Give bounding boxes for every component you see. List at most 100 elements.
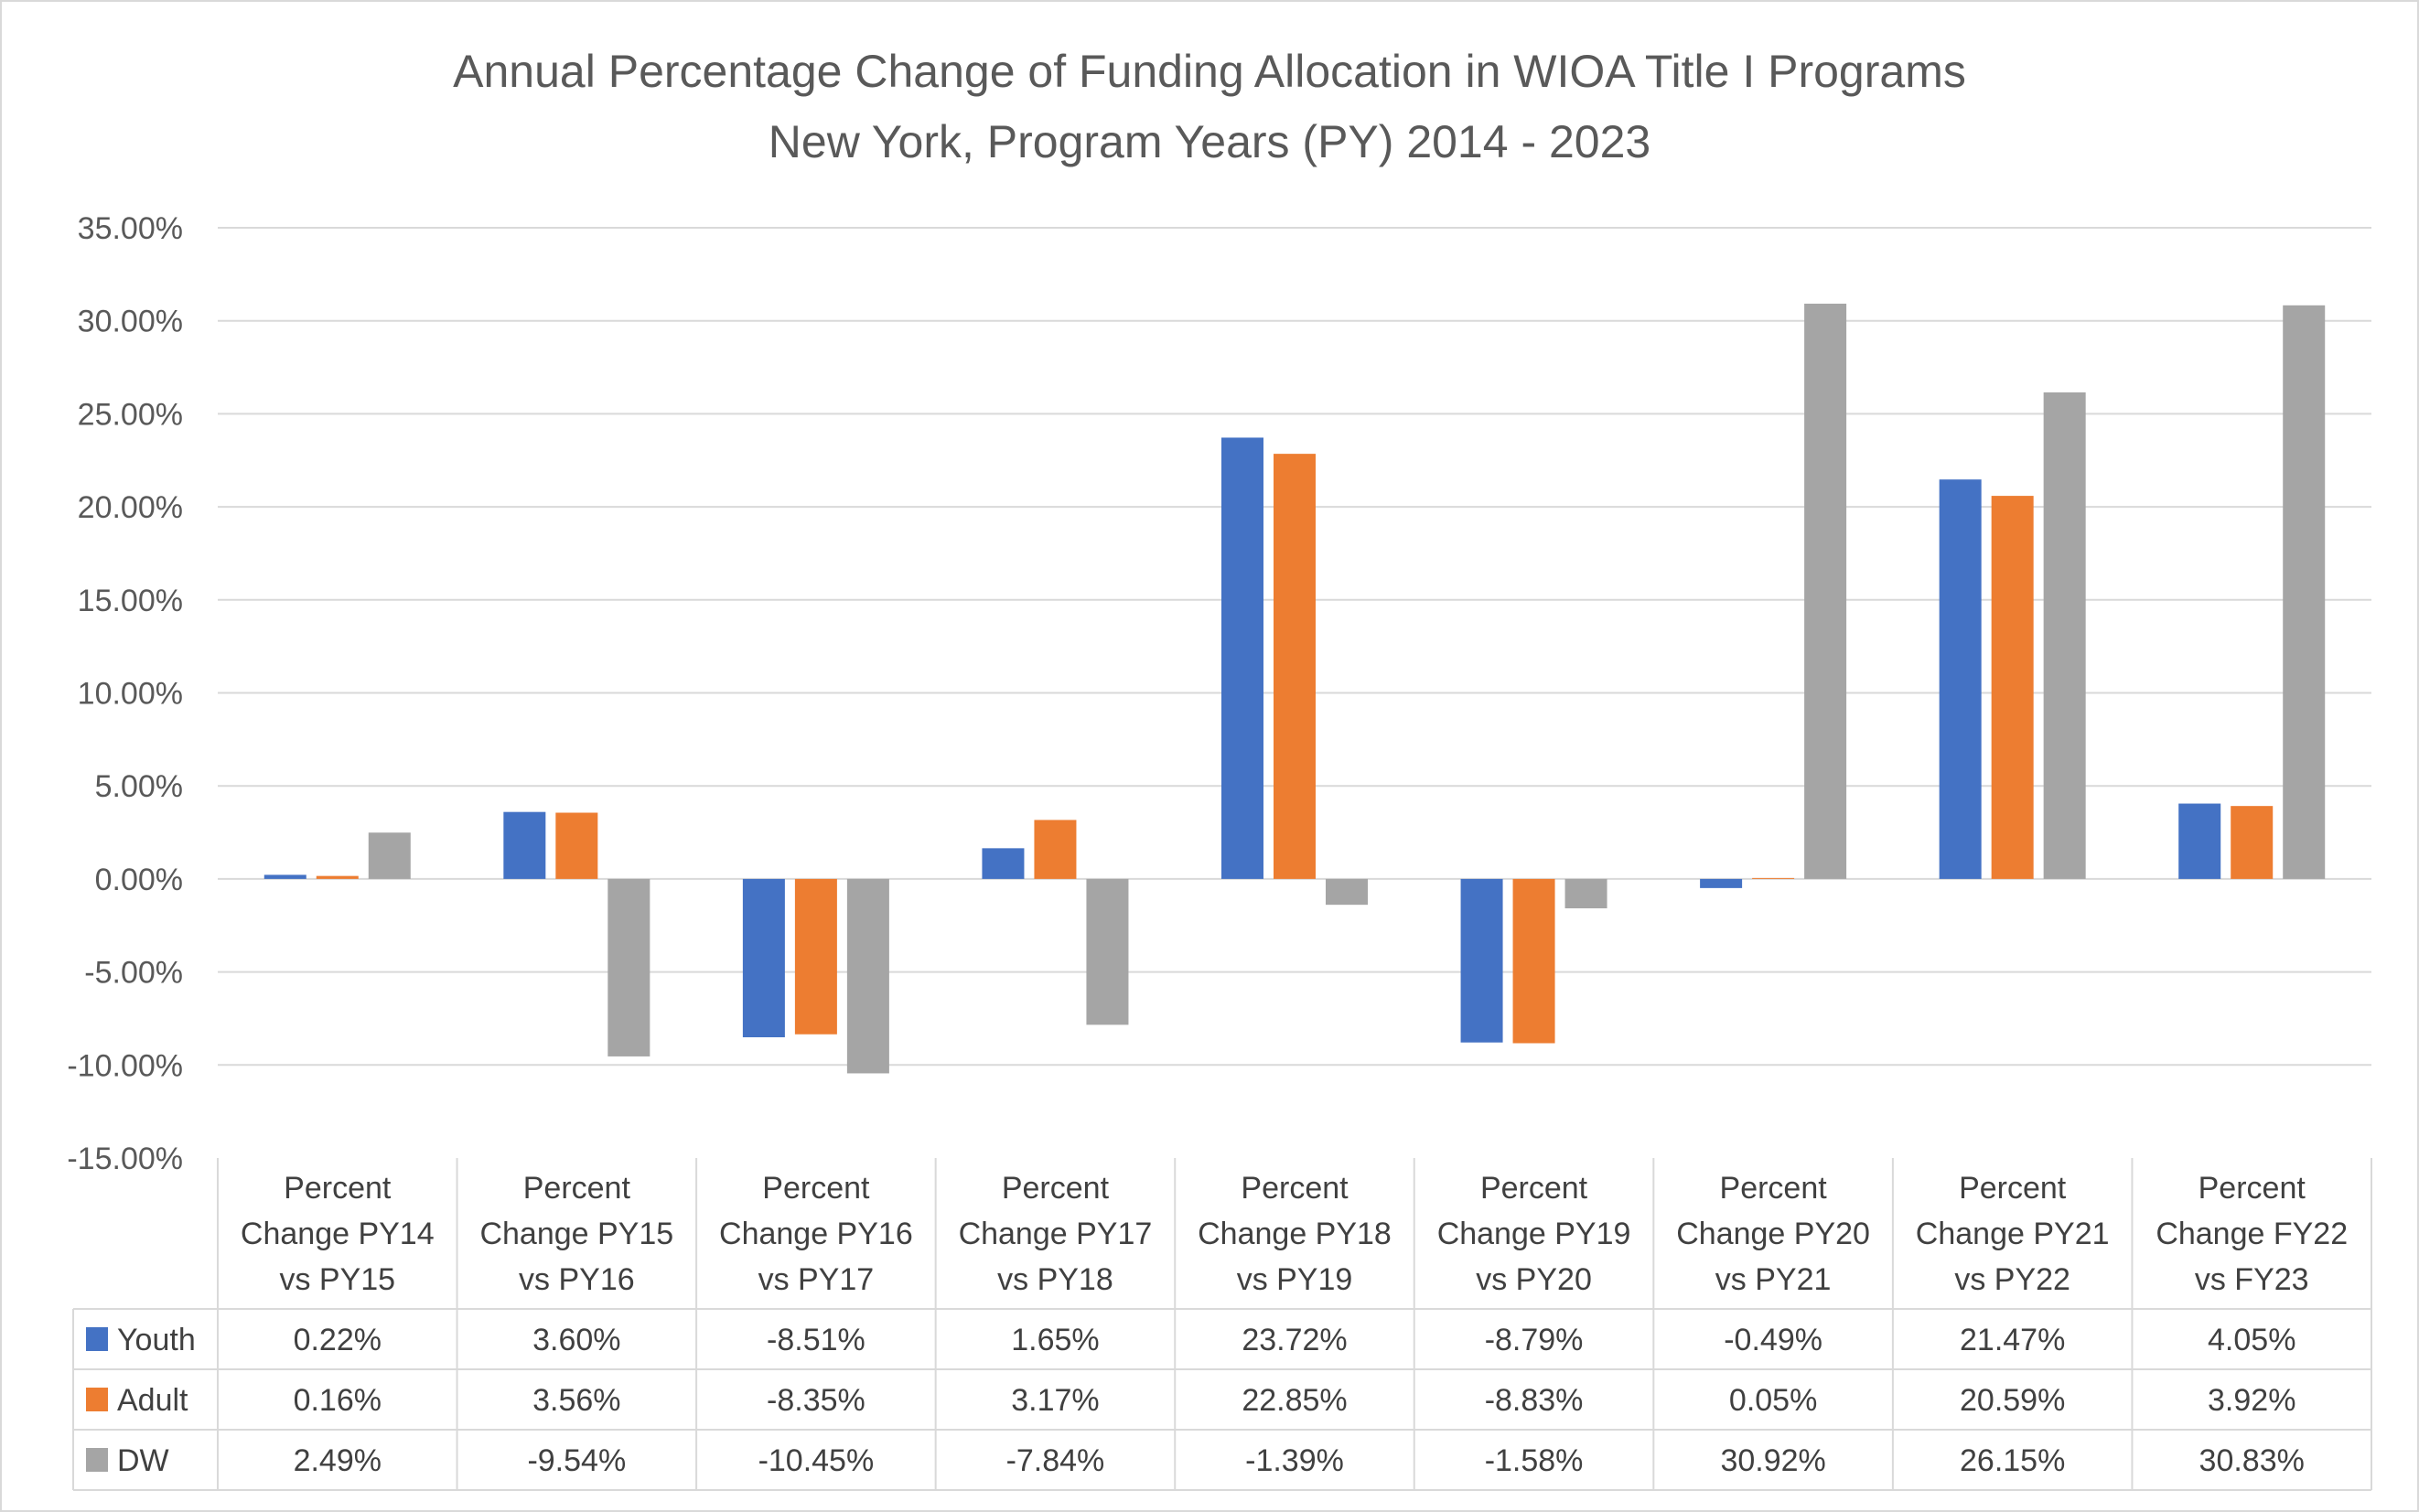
bar-dw	[846, 878, 889, 1074]
y-tick-label: 35.00%	[78, 211, 183, 246]
data-label: 22.85%	[1242, 1383, 1347, 1418]
data-label: 20.59%	[1960, 1383, 2065, 1418]
data-label: 3.92%	[2208, 1383, 2295, 1418]
bar-adult	[1752, 877, 1795, 879]
bar-adult	[794, 878, 837, 1035]
bar-dw	[1086, 878, 1129, 1025]
category-label: Change PY16	[719, 1217, 913, 1251]
legend-key-adult	[86, 1388, 108, 1411]
bar-youth	[1221, 437, 1263, 879]
category-label: vs PY21	[1715, 1262, 1832, 1297]
bar-adult	[1991, 496, 2034, 879]
bar-dw	[1564, 878, 1607, 909]
bars	[263, 303, 2326, 1074]
bar-dw	[2043, 392, 2086, 879]
bar-adult	[316, 875, 359, 879]
category-label: Change PY18	[1198, 1217, 1392, 1251]
legend-label-youth: Youth	[117, 1323, 196, 1357]
bar-youth	[742, 878, 785, 1037]
category-label: vs PY22	[1954, 1262, 2070, 1297]
data-label: 0.16%	[294, 1383, 382, 1418]
category-label: vs PY15	[279, 1262, 395, 1297]
data-label: 30.83%	[2199, 1443, 2305, 1478]
data-label: 23.72%	[1242, 1323, 1347, 1357]
data-table: Percent Change PY14 vs PY15 Percent Change P…	[72, 1158, 2372, 1491]
legend-label-adult: Adult	[117, 1383, 188, 1418]
bar-dw	[2283, 305, 2326, 879]
data-label: 26.15%	[1960, 1443, 2065, 1478]
y-tick-label: -5.00%	[84, 956, 183, 991]
bar-adult	[1512, 878, 1555, 1044]
data-label: -8.79%	[1485, 1323, 1584, 1357]
category-label: Change PY19	[1437, 1217, 1631, 1251]
data-label: -1.39%	[1245, 1443, 1344, 1478]
category-label: Percent	[1720, 1171, 1828, 1206]
y-tick-label: -10.00%	[67, 1048, 183, 1083]
legend-key-youth	[86, 1327, 108, 1351]
category-label: vs PY16	[519, 1262, 635, 1297]
category-label: Percent	[2199, 1171, 2306, 1206]
data-label: 21.47%	[1960, 1323, 2065, 1357]
bar-youth	[1939, 479, 1982, 879]
data-label: 4.05%	[2208, 1323, 2295, 1357]
y-tick-label: 0.00%	[95, 863, 183, 897]
bar-adult	[1034, 820, 1077, 879]
category-label: Change FY22	[2156, 1217, 2348, 1251]
data-label: 3.56%	[532, 1383, 620, 1418]
data-label: 1.65%	[1011, 1323, 1099, 1357]
category-label: vs PY19	[1237, 1262, 1353, 1297]
bar-youth	[503, 811, 546, 879]
bar-youth	[2178, 803, 2221, 879]
bar-youth	[1700, 878, 1743, 888]
bar-dw	[368, 832, 411, 879]
category-label: vs PY18	[997, 1262, 1113, 1297]
y-tick-label: -15.00%	[67, 1142, 183, 1176]
y-tick-label: 10.00%	[78, 677, 183, 712]
data-label: -10.45%	[758, 1443, 875, 1478]
category-label: Percent	[1241, 1171, 1349, 1206]
bar-adult	[1274, 454, 1316, 879]
data-label: -0.49%	[1724, 1323, 1822, 1357]
category-label: Change PY14	[241, 1217, 435, 1251]
category-label: vs FY23	[2195, 1262, 2309, 1297]
y-tick-label: 25.00%	[78, 397, 183, 432]
category-label: vs PY20	[1476, 1262, 1592, 1297]
category-label: Percent	[1002, 1171, 1110, 1206]
data-label: 3.17%	[1011, 1383, 1099, 1418]
data-label: -8.51%	[767, 1323, 865, 1357]
y-axis-ticks: 35.00% 30.00% 25.00% 20.00% 15.00% 10.00% 5.00…	[67, 211, 183, 1176]
data-label: -1.58%	[1485, 1443, 1584, 1478]
bar-dw	[1804, 303, 1847, 879]
category-label: Percent	[523, 1171, 631, 1206]
bar-adult	[2231, 806, 2274, 879]
chart-subtitle: New York, Program Years (PY) 2014 - 2023	[769, 116, 1650, 167]
category-label: Change PY17	[959, 1217, 1153, 1251]
data-label: 2.49%	[294, 1443, 382, 1478]
bar-dw	[607, 878, 650, 1056]
data-label: -7.84%	[1006, 1443, 1105, 1478]
legend-key-dw	[86, 1448, 108, 1472]
category-label: Change PY20	[1676, 1217, 1870, 1251]
data-label: -8.83%	[1485, 1383, 1584, 1418]
data-label: -8.35%	[767, 1383, 865, 1418]
legend-label-dw: DW	[117, 1443, 169, 1478]
data-label: 3.60%	[532, 1323, 620, 1357]
bar-youth	[263, 874, 306, 879]
y-tick-label: 30.00%	[78, 305, 183, 339]
data-label: 0.05%	[1729, 1383, 1817, 1418]
bar-youth	[1460, 878, 1503, 1043]
chart-title: Annual Percentage Change of Funding Allo…	[453, 46, 1966, 97]
category-label: Percent	[762, 1171, 870, 1206]
bar-dw	[1326, 878, 1368, 906]
category-label: Change PY21	[1916, 1217, 2110, 1251]
bar-adult	[555, 812, 598, 879]
data-label: 30.92%	[1720, 1443, 1825, 1478]
y-tick-label: 15.00%	[78, 584, 183, 618]
data-label: 0.22%	[294, 1323, 382, 1357]
bar-youth	[982, 848, 1025, 879]
data-label: -9.54%	[527, 1443, 626, 1478]
category-label: Percent	[1959, 1171, 2067, 1206]
y-tick-label: 5.00%	[95, 769, 183, 804]
